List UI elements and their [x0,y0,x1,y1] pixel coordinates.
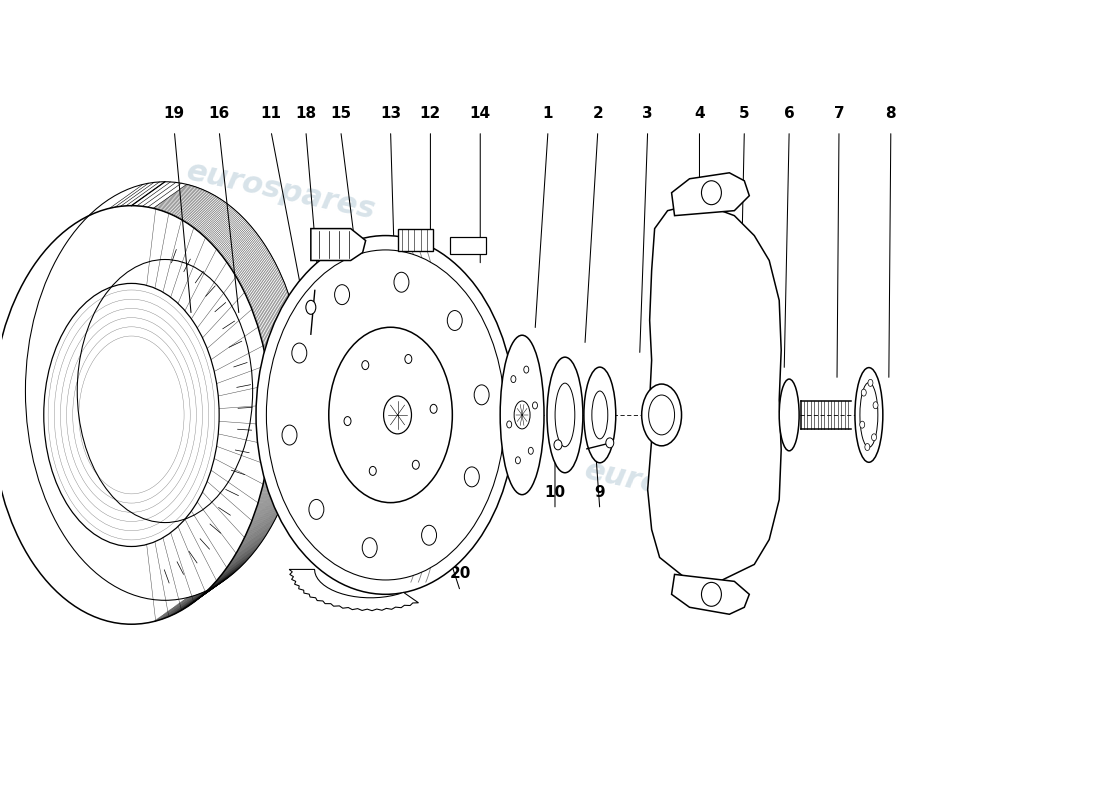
Polygon shape [648,202,781,582]
Ellipse shape [554,440,562,450]
Polygon shape [311,229,365,261]
Text: 20: 20 [450,566,471,582]
Ellipse shape [516,457,520,464]
Ellipse shape [606,438,614,448]
Ellipse shape [547,357,583,473]
Ellipse shape [528,447,534,454]
Ellipse shape [860,421,865,428]
Ellipse shape [524,366,529,373]
Ellipse shape [871,434,877,441]
Text: eurospares: eurospares [582,455,777,524]
Text: 10: 10 [544,485,565,500]
Ellipse shape [649,395,674,435]
Ellipse shape [514,401,530,429]
Ellipse shape [309,499,323,519]
Ellipse shape [292,343,307,363]
Ellipse shape [448,310,462,330]
Ellipse shape [362,538,377,558]
Text: 1: 1 [542,106,553,121]
Ellipse shape [344,417,351,426]
Ellipse shape [510,376,516,382]
Ellipse shape [421,526,437,546]
Text: 22: 22 [450,470,471,485]
Text: 4: 4 [694,106,705,121]
Ellipse shape [556,383,575,446]
Ellipse shape [384,396,411,434]
Text: 6: 6 [784,106,794,121]
Text: 3: 3 [642,106,653,121]
Ellipse shape [464,467,480,487]
FancyBboxPatch shape [397,229,433,250]
Ellipse shape [266,250,505,580]
Ellipse shape [500,335,544,494]
Ellipse shape [306,300,316,314]
Ellipse shape [592,391,608,439]
Ellipse shape [868,379,873,386]
Ellipse shape [405,354,411,363]
Text: 8: 8 [886,106,896,121]
Ellipse shape [256,235,515,594]
Ellipse shape [873,402,878,409]
Ellipse shape [362,361,369,370]
Ellipse shape [861,389,867,396]
Text: 14: 14 [470,106,491,121]
Ellipse shape [860,382,878,447]
FancyBboxPatch shape [450,237,486,254]
Text: 21: 21 [450,537,471,551]
Ellipse shape [855,368,883,462]
Text: 18: 18 [295,106,317,121]
Text: 12: 12 [420,106,441,121]
Text: 2: 2 [593,106,603,121]
Text: 19: 19 [164,106,185,121]
Ellipse shape [702,181,722,205]
Text: 5: 5 [739,106,749,121]
Polygon shape [289,570,418,610]
Text: 15: 15 [330,106,351,121]
Polygon shape [672,173,749,216]
Ellipse shape [329,327,452,502]
Ellipse shape [702,582,722,606]
Ellipse shape [412,460,419,470]
Ellipse shape [865,443,870,450]
Text: 11: 11 [261,106,282,121]
Ellipse shape [779,379,799,451]
Ellipse shape [532,402,538,409]
Polygon shape [672,574,749,614]
Ellipse shape [282,425,297,445]
Text: eurospares: eurospares [184,157,378,225]
Ellipse shape [370,466,376,475]
Text: 16: 16 [209,106,230,121]
Ellipse shape [394,272,409,292]
Ellipse shape [334,285,350,305]
Text: 17: 17 [450,505,471,519]
Text: 13: 13 [379,106,401,121]
Ellipse shape [430,404,437,414]
Text: 7: 7 [834,106,845,121]
Ellipse shape [584,367,616,462]
Ellipse shape [474,385,490,405]
Text: 9: 9 [594,485,605,500]
Ellipse shape [507,421,512,428]
Ellipse shape [641,384,682,446]
